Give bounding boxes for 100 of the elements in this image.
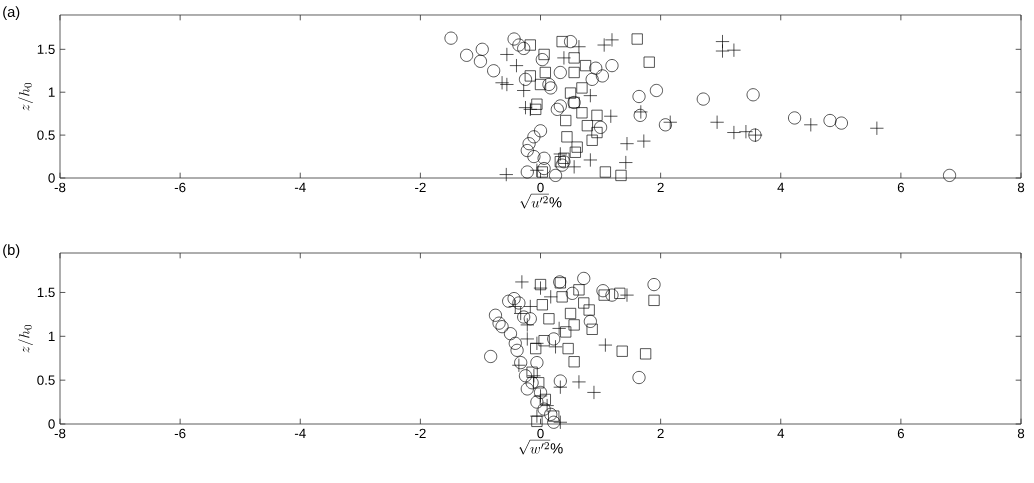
point (548, 339, 563, 354)
point (556, 50, 571, 65)
point (502, 294, 516, 308)
point (543, 289, 558, 304)
point (547, 415, 561, 429)
point (571, 374, 586, 389)
point (548, 410, 560, 422)
x-tick-label: 8 (1017, 428, 1025, 439)
point (604, 32, 619, 47)
point (633, 108, 647, 122)
point (614, 287, 626, 299)
point (565, 307, 577, 320)
point (542, 78, 556, 91)
point (834, 116, 848, 130)
x-tick-label: -4 (294, 182, 306, 192)
point (537, 151, 551, 165)
point (556, 291, 568, 303)
y-tick-label: 0 (48, 419, 55, 429)
point (508, 336, 522, 350)
y-tick-label: 1.5 (37, 287, 55, 298)
point (576, 107, 588, 119)
point (580, 60, 592, 72)
point (499, 167, 514, 182)
x-tick-label: 2 (657, 182, 664, 193)
point (726, 125, 741, 140)
x-tick-label: -8 (54, 428, 66, 439)
point (576, 82, 588, 94)
point (581, 120, 593, 132)
y-tick-label: 0.5 (37, 375, 55, 385)
point (534, 78, 547, 91)
point (565, 286, 579, 300)
point (522, 137, 536, 151)
point (746, 88, 760, 102)
point (619, 136, 635, 151)
point (499, 47, 514, 62)
point (603, 109, 618, 124)
x-tick-label: -2 (415, 182, 426, 193)
point (648, 294, 660, 306)
point (520, 317, 535, 332)
point (512, 296, 526, 310)
x-tick-label: 6 (897, 182, 905, 193)
text: (b) (3, 244, 20, 258)
point (484, 350, 498, 363)
point (536, 299, 548, 311)
y-tick-label: 1 (48, 331, 55, 341)
y-axis-title: $z/h_0$ (18, 82, 33, 111)
point (520, 165, 534, 179)
point (524, 39, 536, 51)
point (531, 98, 543, 110)
point (519, 369, 532, 383)
point (507, 32, 521, 46)
y-tick-label: 1.5 (37, 44, 55, 54)
point (554, 156, 566, 168)
point (568, 52, 580, 64)
x-tick-label: 8 (1017, 182, 1025, 193)
point (553, 146, 568, 161)
point (594, 120, 608, 134)
point (565, 87, 577, 99)
point (525, 376, 539, 390)
point (553, 374, 567, 388)
point (583, 152, 598, 167)
point (616, 345, 628, 357)
point (589, 61, 603, 75)
point (598, 289, 610, 301)
point (520, 331, 535, 346)
y-tick-label: 1 (48, 87, 55, 97)
point (538, 48, 550, 61)
point (823, 114, 837, 127)
point (537, 402, 551, 416)
point (460, 48, 474, 62)
point (632, 371, 646, 384)
point (499, 77, 514, 92)
point (636, 134, 651, 149)
point (526, 368, 541, 383)
point (577, 271, 591, 285)
x-tick-label: -4 (294, 428, 306, 438)
point (553, 415, 568, 430)
point (583, 304, 595, 316)
point (583, 314, 597, 328)
point (583, 88, 598, 103)
x-tick-label: 4 (777, 182, 785, 192)
point (531, 415, 543, 427)
point (569, 146, 581, 158)
point (520, 144, 534, 158)
point (803, 117, 818, 132)
point (568, 356, 580, 368)
point (558, 152, 570, 164)
text: (a) (3, 6, 20, 20)
point (538, 335, 550, 347)
point (509, 58, 524, 73)
point (523, 102, 538, 117)
point (615, 169, 627, 181)
point (726, 43, 741, 58)
point (516, 83, 531, 98)
x-tick-label: -8 (54, 182, 66, 193)
point (578, 297, 590, 309)
point (529, 336, 544, 351)
point (788, 111, 802, 125)
point (553, 66, 567, 79)
point (533, 281, 548, 296)
